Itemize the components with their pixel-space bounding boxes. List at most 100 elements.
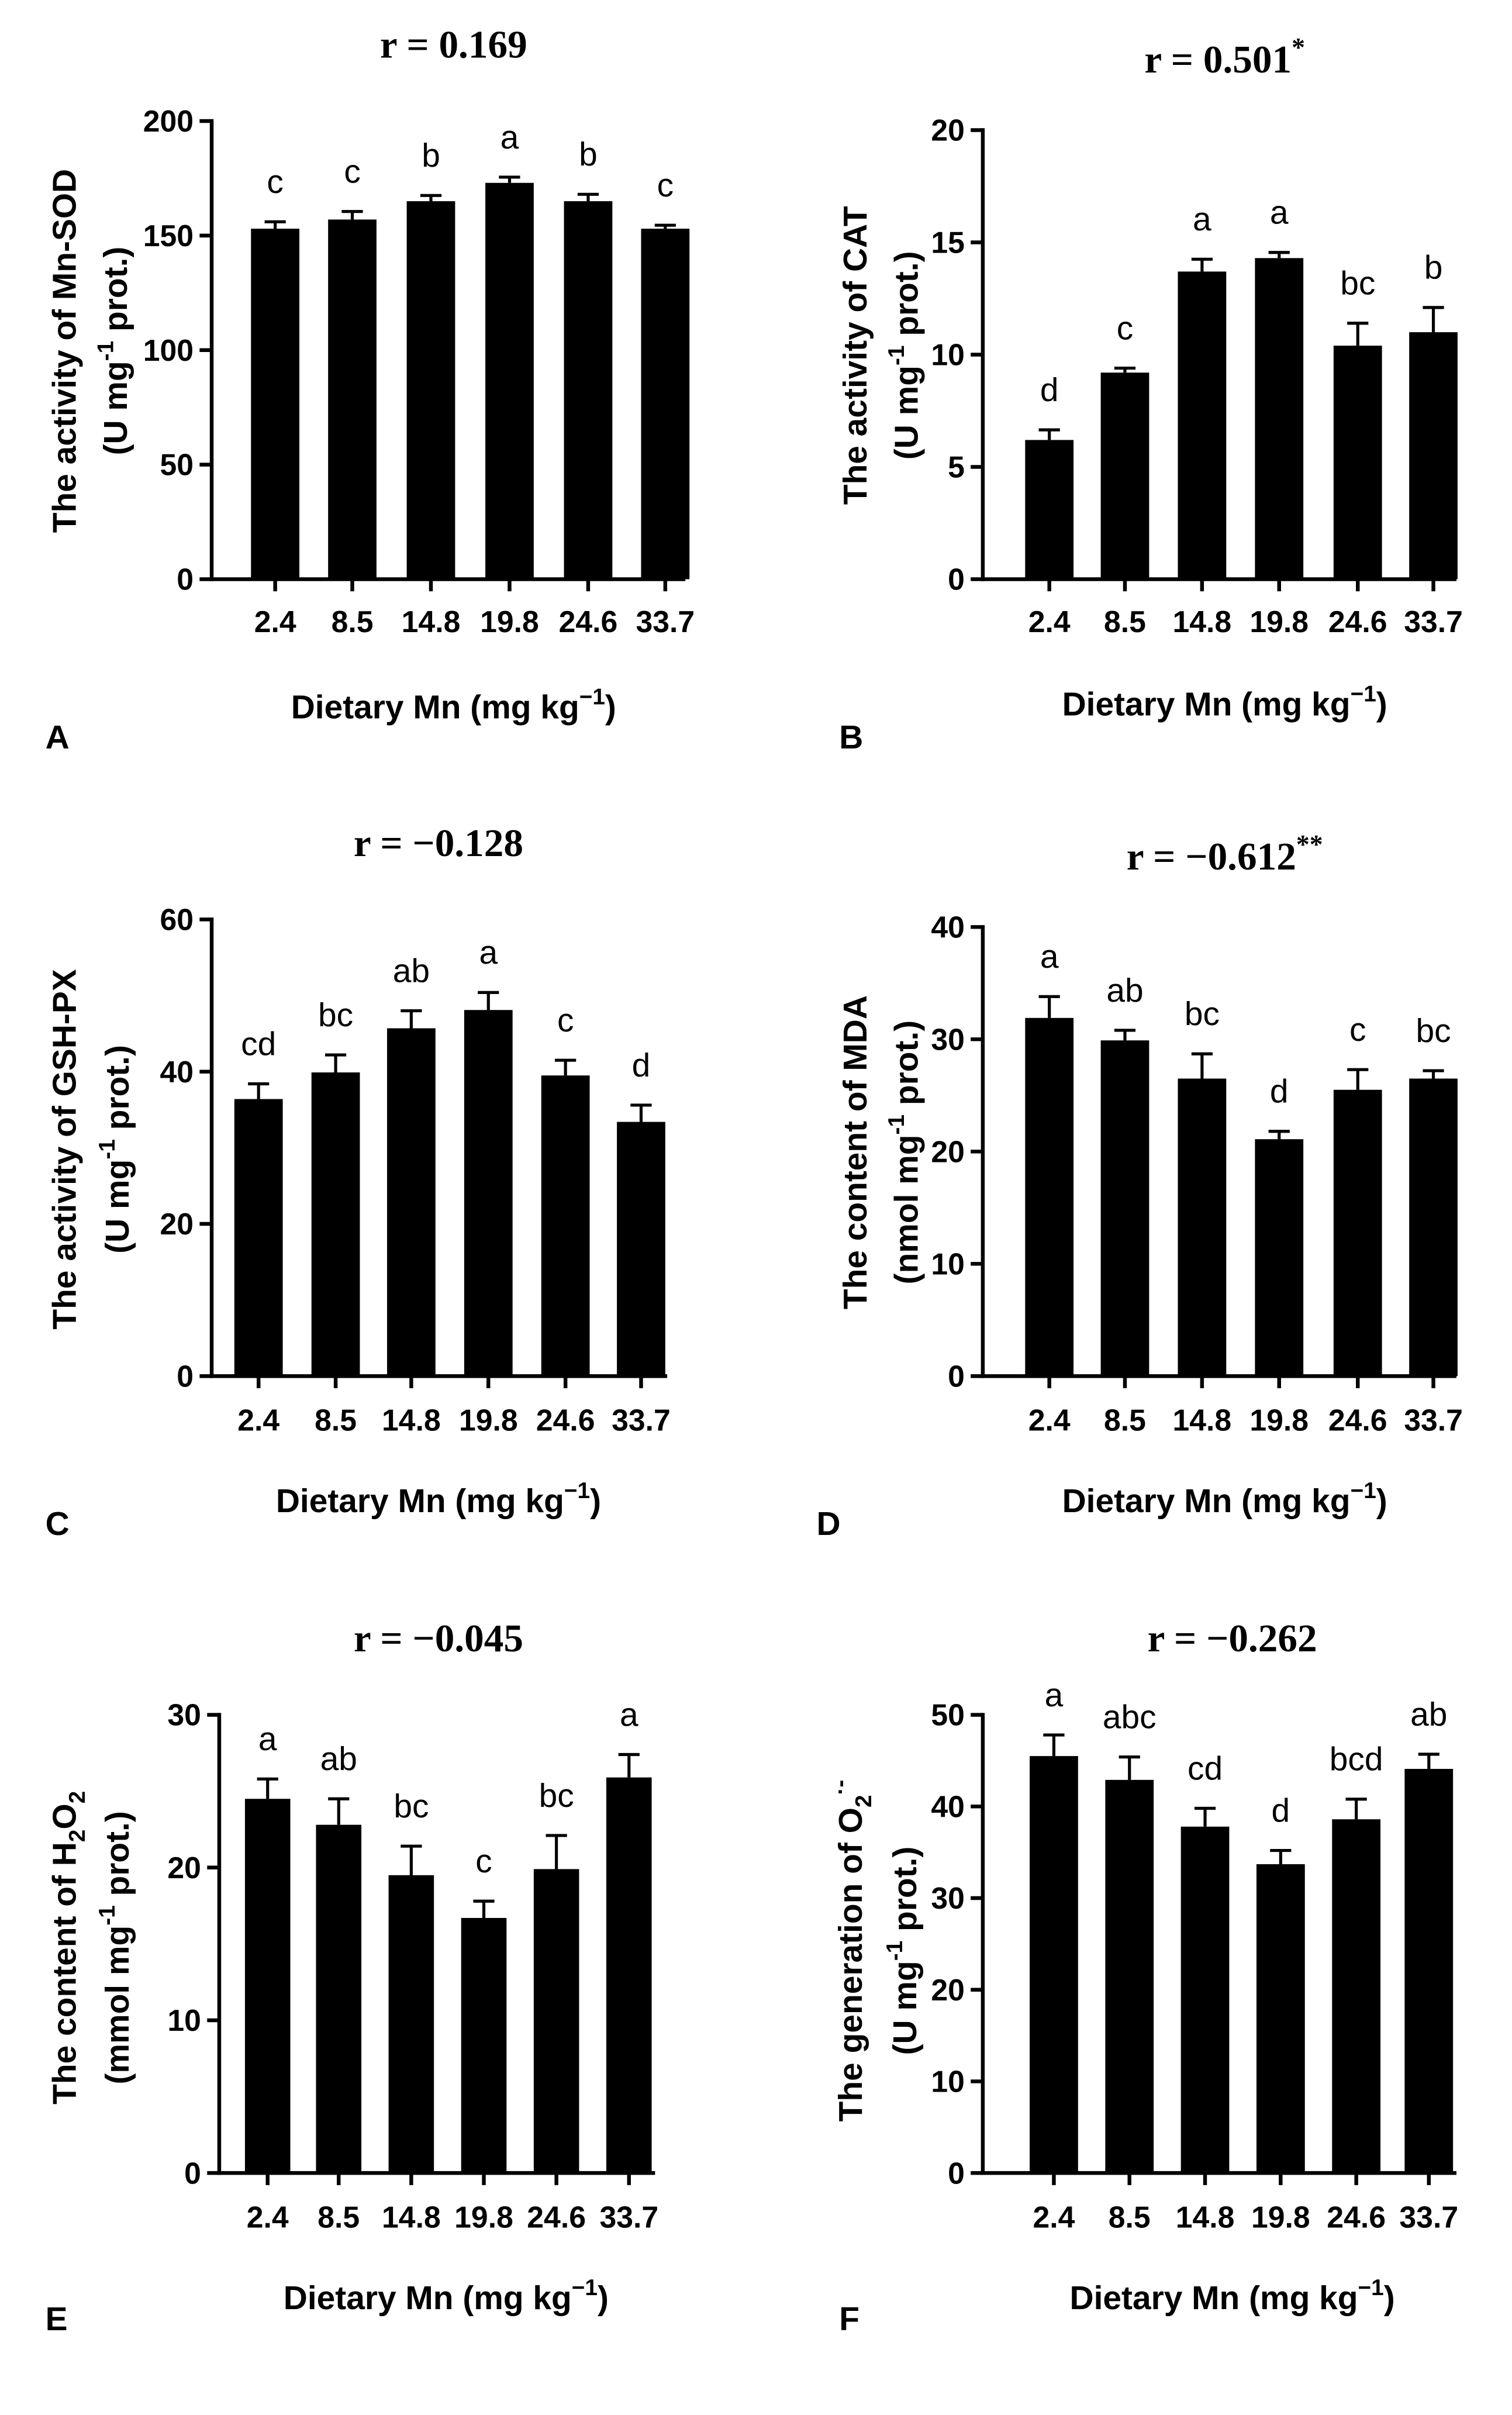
panel-b-title-part-2: * bbox=[1292, 32, 1305, 62]
panel-e-x-tick-label-6: 33.7 bbox=[599, 2200, 658, 2234]
panel-d-bar-2 bbox=[1100, 1040, 1149, 1376]
panel-c-letter: C bbox=[46, 1505, 70, 1543]
panel-c-y-axis-label-line-2-part-3: prot.) bbox=[99, 1045, 136, 1139]
panel-f-x-tick-label-6: 33.7 bbox=[1399, 2200, 1458, 2234]
panel-d-error-bar-3 bbox=[1191, 1052, 1213, 1079]
panel-b-bar-1 bbox=[1025, 440, 1074, 579]
panel-a-y-axis-label-line-2-part-2: -1 bbox=[93, 341, 118, 361]
panel-e-significance-letter-6: a bbox=[620, 1696, 638, 1733]
panel-f-y-tick-label-4: 30 bbox=[931, 1881, 965, 1915]
panel-a-error-bar-3 bbox=[420, 194, 442, 202]
panel-a-bar-2 bbox=[328, 219, 377, 579]
panel-d-error-bar-1 bbox=[1038, 995, 1060, 1018]
panel-c-y-axis-label-line-1-part-1: The activity of GSH-PX bbox=[46, 969, 83, 1329]
panel-e-error-bar-3 bbox=[401, 1844, 422, 1875]
panel-f-bar-6 bbox=[1404, 1769, 1454, 2174]
panel-b-x-tick-label-1: 2.4 bbox=[1028, 605, 1071, 639]
panel-e-y-axis-label-line-2-part-3: prot.) bbox=[99, 1811, 136, 1905]
panel-d-significance-letter-6: bc bbox=[1416, 1012, 1451, 1050]
panel-e-x-axis-label-part-2: −1 bbox=[572, 2275, 598, 2300]
panel-f-x-axis-label-part-2: −1 bbox=[1358, 2275, 1384, 2300]
panel-a-bar-4 bbox=[485, 182, 534, 579]
panel-f-y-tick-label-2: 10 bbox=[931, 2065, 965, 2099]
panel-c-title: r = −0.128 bbox=[354, 821, 523, 865]
panel-c-x-tick-label-3: 14.8 bbox=[382, 1403, 441, 1437]
panel-f-bar-1 bbox=[1030, 1756, 1078, 2174]
panel-d-y-axis-label-line-1-part-1: The content of MDA bbox=[837, 995, 874, 1309]
panel-c-x-tick-label-4: 19.8 bbox=[459, 1403, 518, 1437]
panel-f-error-bar-3 bbox=[1194, 1806, 1216, 1827]
panel-d-title-part-2: ** bbox=[1296, 829, 1323, 859]
panel-e-y-tick-label-4: 30 bbox=[167, 1698, 201, 1732]
panel-e-y-tick-label-1: 0 bbox=[184, 2156, 201, 2190]
panel-c-significance-letter-3: ab bbox=[393, 952, 430, 989]
panel-d-y-axis-label-line-2-part-1: (nmol mg bbox=[888, 1134, 926, 1284]
panel-f-x-tick-label-2: 8.5 bbox=[1109, 2200, 1151, 2234]
panel-b-significance-letter-5: bc bbox=[1340, 265, 1375, 302]
panel-f-error-bar-2 bbox=[1119, 1755, 1140, 1780]
panel-f-y-tick-label-3: 20 bbox=[931, 1973, 965, 2007]
panel-b-bar-6 bbox=[1409, 332, 1458, 579]
panel-b-error-bar-1 bbox=[1038, 428, 1060, 440]
panel-d-x-tick-label-2: 8.5 bbox=[1104, 1403, 1146, 1437]
panel-b: r = 0.501* 0 5 10 15 20 2.4 d 8.5 c 14.8 a 19.8 a 24.6… bbox=[837, 32, 1463, 756]
panel-a-y-axis-label-line-2-part-1: (U mg bbox=[97, 361, 134, 455]
panel-f: r = −0.262 0 10 20 30 40 50 2.4 a 8.5 abc 14.8 cd 19.… bbox=[828, 1616, 1458, 2338]
panel-f-bar-4 bbox=[1256, 1864, 1305, 2174]
panel-e-y-axis-label-line-1-part-1: The content of H bbox=[46, 1842, 83, 2104]
panel-c-error-bar-4 bbox=[478, 991, 499, 1010]
panel-e-x-axis-label: Dietary Mn (mg kg−1) bbox=[284, 2275, 609, 2317]
panel-a-bar-5 bbox=[564, 201, 613, 579]
panel-d-letter: D bbox=[816, 1505, 840, 1543]
panel-c-y-tick-label-4: 60 bbox=[160, 902, 194, 936]
panel-b-x-axis-label-part-1: Dietary Mn (mg kg bbox=[1062, 685, 1351, 723]
panel-a-significance-letter-1: c bbox=[267, 163, 283, 201]
panel-b-y-tick-label-5: 20 bbox=[931, 113, 965, 147]
panel-e-title-part-1: r = −0.045 bbox=[354, 1616, 523, 1660]
panel-b-significance-letter-2: c bbox=[1117, 309, 1133, 347]
panel-f-title-part-1: r = −0.262 bbox=[1148, 1616, 1317, 1660]
panel-b-significance-letter-1: d bbox=[1040, 371, 1059, 409]
panel-d-title: r = −0.612** bbox=[1127, 829, 1323, 878]
panel-d-significance-letter-4: d bbox=[1270, 1073, 1289, 1110]
panel-f-x-tick-label-5: 24.6 bbox=[1327, 2200, 1386, 2234]
panel-a-x-tick-label-1: 2.4 bbox=[254, 605, 296, 639]
panel-c-x-tick-label-1: 2.4 bbox=[237, 1403, 279, 1437]
panel-a-x-axis-label-part-3: ) bbox=[605, 688, 616, 726]
panel-f-significance-letter-5: bcd bbox=[1330, 1741, 1383, 1778]
panel-c-significance-letter-5: c bbox=[557, 1002, 574, 1039]
panel-b-significance-letter-4: a bbox=[1270, 194, 1289, 232]
panel-e-y-tick-label-3: 20 bbox=[167, 1851, 201, 1885]
panel-c-x-axis-label-part-3: ) bbox=[590, 1482, 601, 1520]
panel-f-significance-letter-2: abc bbox=[1103, 1699, 1157, 1736]
panel-d: r = −0.612** 0 10 20 30 40 2.4 a 8.5 ab 14.8 bc 19.8… bbox=[816, 829, 1462, 1543]
panel-b-error-bar-3 bbox=[1191, 257, 1213, 272]
panel-a-error-bar-4 bbox=[499, 175, 520, 183]
panel-b-x-tick-label-4: 19.8 bbox=[1249, 605, 1309, 639]
panel-b-error-bar-2 bbox=[1114, 366, 1136, 373]
panel-b-y-axis-label-line-1: The activity of CAT bbox=[837, 206, 874, 505]
panel-c-bar-3 bbox=[387, 1028, 436, 1376]
panel-a-x-tick-label-4: 19.8 bbox=[480, 605, 539, 639]
panel-e-x-axis-label-part-1: Dietary Mn (mg kg bbox=[284, 2279, 572, 2317]
panel-b-y-tick-label-1: 0 bbox=[948, 563, 965, 596]
panel-d-x-axis-label-part-3: ) bbox=[1376, 1482, 1387, 1520]
panel-d-x-tick-label-6: 33.7 bbox=[1404, 1403, 1463, 1437]
panel-b-x-tick-label-3: 14.8 bbox=[1173, 605, 1232, 639]
panel-d-error-bar-6 bbox=[1423, 1069, 1444, 1079]
panel-a-bar-3 bbox=[406, 201, 455, 579]
panel-b-x-tick-label-6: 33.7 bbox=[1404, 605, 1463, 639]
panel-e-bar-3 bbox=[388, 1875, 434, 2174]
panel-e-error-bar-2 bbox=[328, 1797, 350, 1825]
panel-e-x-tick-label-4: 19.8 bbox=[454, 2200, 513, 2234]
panel-c-significance-letter-4: a bbox=[479, 934, 498, 971]
panel-e-bar-4 bbox=[461, 1917, 507, 2174]
panel-d-significance-letter-3: bc bbox=[1185, 995, 1220, 1033]
panel-b-bar-2 bbox=[1100, 372, 1149, 579]
panel-f-title: r = −0.262 bbox=[1148, 1616, 1317, 1660]
panel-d-x-tick-label-1: 2.4 bbox=[1028, 1403, 1071, 1437]
panel-d-bar-6 bbox=[1409, 1078, 1458, 1376]
panel-b-y-axis-label-line-2-part-3: prot.) bbox=[888, 251, 926, 345]
panel-f-significance-letter-3: cd bbox=[1187, 1750, 1223, 1787]
panel-a-y-tick-label-1: 0 bbox=[177, 563, 194, 596]
